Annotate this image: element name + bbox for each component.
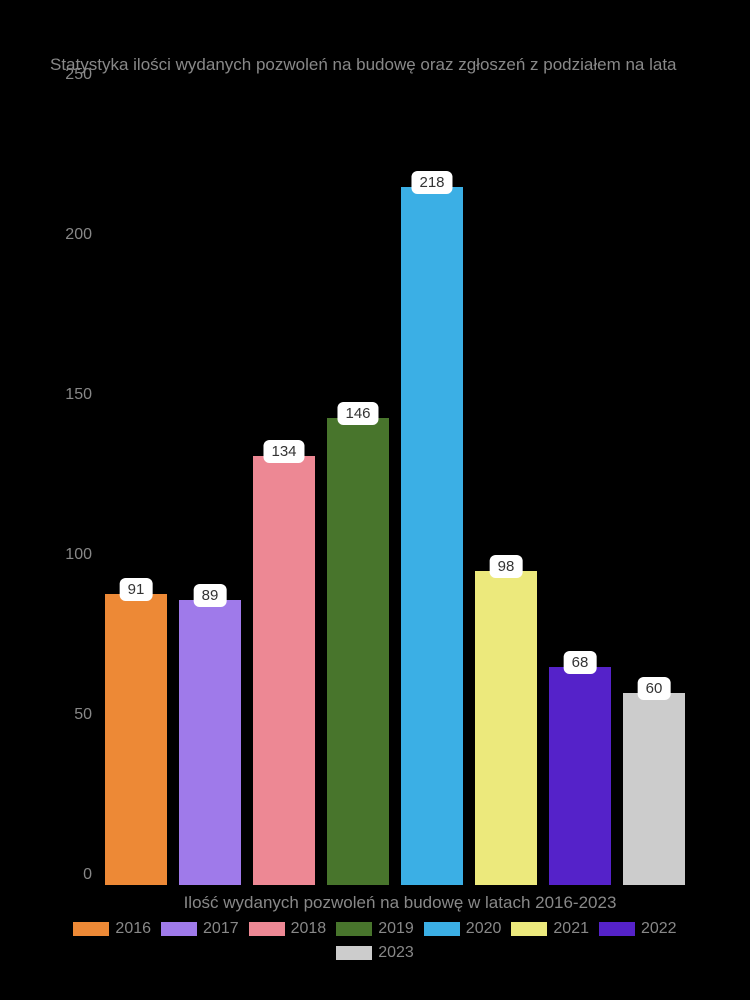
bar-value-label: 91 [120,578,153,601]
legend-swatch [249,922,285,936]
y-tick: 0 [83,866,92,884]
bar-value-label: 60 [638,677,671,700]
legend-swatch [599,922,635,936]
bar-2018: 134 [253,456,315,885]
bar-value-label: 146 [337,402,378,425]
y-tick: 200 [65,226,92,244]
legend-swatch [336,946,372,960]
legend-label: 2018 [291,920,327,938]
bar-value-label: 218 [411,171,452,194]
legend-item-2020: 2020 [424,920,502,938]
bar-2020: 218 [401,187,463,885]
bar-2019: 146 [327,418,389,885]
bar-2021: 98 [475,571,537,885]
legend-label: 2016 [115,920,151,938]
bar-2022: 68 [549,667,611,885]
y-tick: 150 [65,386,92,404]
legend-label: 2021 [553,920,589,938]
legend-item-2017: 2017 [161,920,239,938]
x-axis-label: Ilość wydanych pozwoleń na budowę w lata… [100,893,700,913]
legend-item-2018: 2018 [249,920,327,938]
y-tick: 100 [65,546,92,564]
plot-area: 050100150200250 9189134146218986860 Iloś… [50,85,710,885]
legend-item-2016: 2016 [73,920,151,938]
legend-label: 2020 [466,920,502,938]
bar-value-label: 89 [194,584,227,607]
legend-swatch [336,922,372,936]
legend-label: 2022 [641,920,677,938]
bars-area: 9189134146218986860 [100,85,700,885]
bar-value-label: 68 [564,651,597,674]
legend-label: 2017 [203,920,239,938]
legend-swatch [73,922,109,936]
bar-value-label: 134 [263,440,304,463]
chart-title: Statystyka ilości wydanych pozwoleń na b… [50,55,710,75]
legend-item-2023: 2023 [336,944,414,962]
bar-chart: Statystyka ilości wydanych pozwoleń na b… [50,55,710,955]
legend-item-2019: 2019 [336,920,414,938]
legend-item-2021: 2021 [511,920,589,938]
bar-2016: 91 [105,594,167,885]
bar-2017: 89 [179,600,241,885]
legend-swatch [161,922,197,936]
legend-label: 2019 [378,920,414,938]
legend: 2016 2017 2018 2019 2020 2021 2022 2023 [0,920,750,962]
y-tick: 250 [65,66,92,84]
y-axis: 050100150200250 [50,85,100,885]
legend-swatch [424,922,460,936]
legend-label: 2023 [378,944,414,962]
bar-2023: 60 [623,693,685,885]
legend-item-2022: 2022 [599,920,677,938]
legend-swatch [511,922,547,936]
bar-value-label: 98 [490,555,523,578]
y-tick: 50 [74,706,92,724]
